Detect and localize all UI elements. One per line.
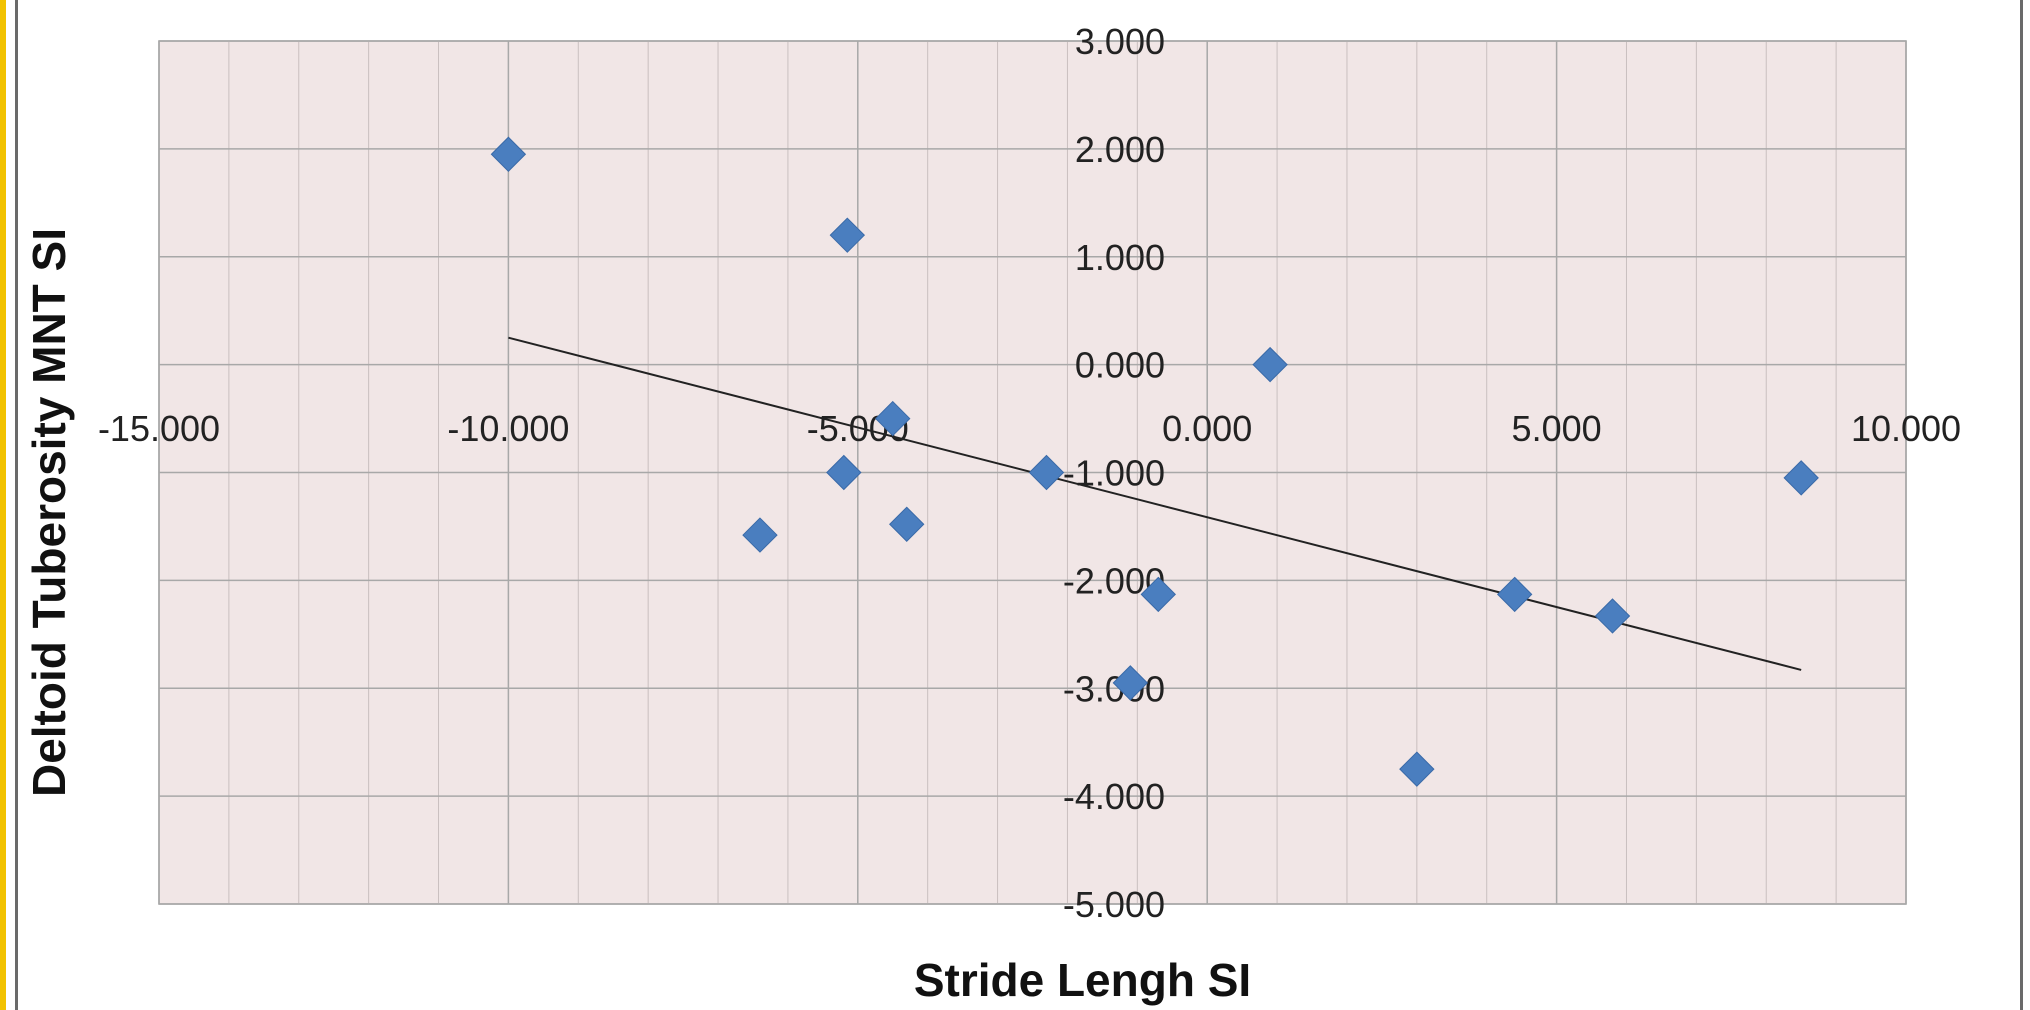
data-point [1594,598,1631,634]
y-tick-label: -3.000 [1063,668,1165,709]
left-border-line [15,0,18,1010]
data-point [889,506,925,542]
y-tick-labels: 3.0002.0001.0000.000-1.000-2.000-3.000-4… [1063,21,1165,925]
x-axis-title: Stride Lengh SI [914,954,1251,1006]
y-axis-title: Deltoid Tuberosity MNT SI [23,228,75,797]
y-tick-label: 3.000 [1075,21,1165,62]
data-point [490,136,527,172]
data-points [490,136,1819,787]
x-tick-label: 5.000 [1512,408,1602,449]
y-tick-label: -1.000 [1063,453,1165,494]
data-point [829,217,866,253]
yellow-edge-bar [0,0,6,1010]
data-point [1496,576,1533,613]
y-tick-label: 0.000 [1075,345,1165,386]
x-tick-label: -15.000 [98,408,220,449]
data-point [742,517,778,553]
data-point [1112,665,1149,701]
y-tick-label: 2.000 [1075,129,1165,170]
data-point [1252,346,1288,383]
y-tick-label: 1.000 [1075,237,1165,278]
data-point [826,454,862,491]
x-tick-label: -10.000 [447,408,569,449]
data-point [1399,751,1435,787]
y-tick-label: -5.000 [1063,884,1165,925]
trendline [508,336,1802,671]
data-point [875,400,911,437]
data-point [1783,460,1819,496]
data-point [1028,454,1065,491]
right-border-line [2020,0,2023,1010]
x-tick-labels: -15.000 -10.000 -5.000 0.000 5.000 10.000 [98,408,1961,449]
data-point [1140,576,1176,613]
x-tick-label: 0.000 [1162,408,1252,449]
major-gridlines [158,40,1907,905]
x-tick-label: 10.000 [1851,408,1961,449]
y-tick-label: -4.000 [1063,776,1165,817]
